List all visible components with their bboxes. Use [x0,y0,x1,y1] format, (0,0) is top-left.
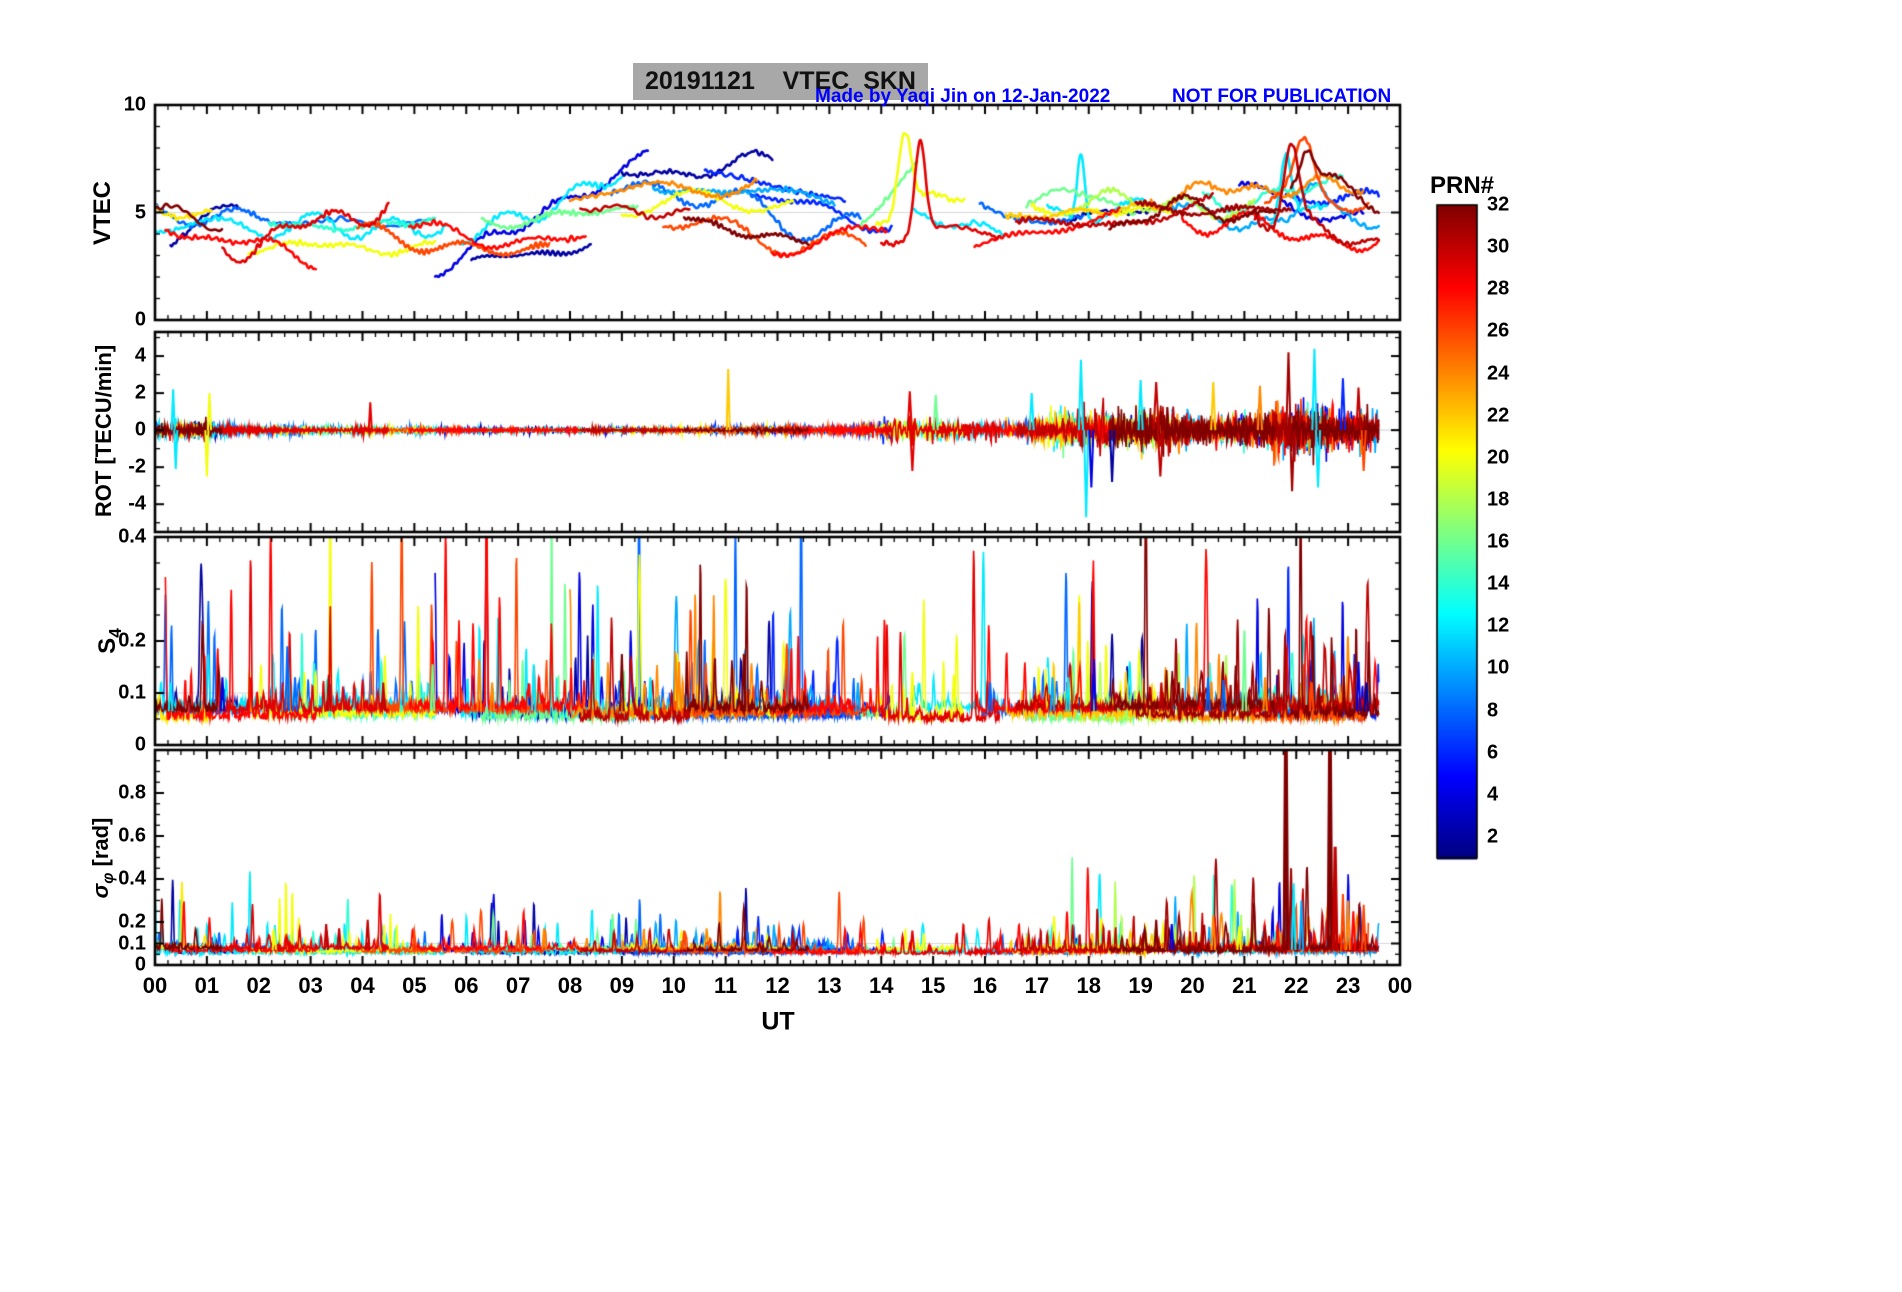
x-tick-label: 00 [1387,973,1413,998]
x-tick-label: 13 [817,973,842,998]
credit-text: Made by Yaqi Jin on 12-Jan-2022 [815,86,1111,107]
x-tick-label: 01 [194,973,220,998]
y-tick-label: -2 [128,455,146,478]
colorbar-title: PRN# [1429,172,1495,199]
x-tick-label: 11 [713,973,738,998]
y-tick-label: 0.8 [118,781,146,804]
y-tick-label: 5 [134,201,146,223]
x-tick-label: 08 [557,973,583,998]
ylabel-rot: ROT [TECU/min] [91,344,116,518]
x-tick-label: 15 [920,973,946,998]
colorbar-tick-label: 2 [1487,825,1499,848]
y-tick-label: 0.6 [118,824,146,847]
colorbar-tick-label: 8 [1487,699,1499,722]
y-tick-label: 0 [134,308,146,331]
x-tick-label: 00 [142,973,168,998]
y-tick-label: 2 [134,381,146,404]
y-tick-label: 0.1 [118,932,146,954]
x-tick-label: 14 [869,973,894,998]
colorbar-tick-label: 28 [1487,277,1510,300]
x-tick-label: 16 [972,973,998,998]
sigma-sub: φ [100,872,118,884]
colorbar-tick-label: 6 [1487,741,1499,764]
colorbar-tick-label: 10 [1487,656,1510,679]
s4-label-main: S [94,637,122,654]
y-tick-label: 10 [123,93,146,116]
y-tick-label: 0.4 [118,525,146,548]
x-tick-label: 23 [1335,973,1361,998]
colorbar-tick-label: 24 [1487,362,1510,385]
x-tick-label: 05 [402,973,427,998]
colorbar-tick-label: 14 [1487,572,1510,595]
colorbar-tick-label: 20 [1487,446,1510,469]
x-tick-label: 21 [1232,973,1257,998]
x-tick-label: 04 [350,973,375,998]
y-tick-label: 0.2 [118,629,146,652]
x-tick-label: 18 [1076,973,1101,998]
y-tick-label: 4 [134,344,146,367]
x-tick-label: 02 [246,973,271,998]
colorbar-tick-label: 12 [1487,614,1510,637]
warning-text: NOT FOR PUBLICATION [1172,86,1392,107]
colorbar-tick-label: 32 [1487,193,1510,216]
ylabel-sigma: σφ [rad] [88,818,118,899]
x-tick-label: 07 [505,973,531,998]
sigma-unit: [rad] [87,817,113,873]
colorbar-tick-label: 30 [1487,235,1510,258]
sigma-symbol: σ [87,883,113,899]
colorbar-tick-label: 18 [1487,488,1510,511]
xlabel: UT [761,1007,795,1036]
colorbar-tick-label: 22 [1487,404,1510,427]
x-tick-label: 20 [1180,973,1205,998]
y-tick-label: 0 [134,953,146,976]
y-tick-label: 0 [134,418,146,441]
y-tick-label: 0.4 [118,867,146,890]
x-tick-label: 03 [298,973,323,998]
y-tick-label: 0.2 [118,910,146,933]
x-tick-label: 19 [1128,973,1153,998]
figure-title: 20191121 VTEC SKN [633,63,928,100]
x-tick-label: 22 [1284,973,1309,998]
y-tick-label: 0.1 [118,681,146,704]
x-tick-label: 17 [1024,973,1050,998]
x-tick-label: 10 [661,973,686,998]
ylabel-vtec: VTEC [89,180,116,246]
y-tick-label: -4 [128,492,146,515]
colorbar-tick-label: 16 [1487,530,1510,553]
x-tick-label: 06 [454,973,479,998]
y-tick-label: 0 [134,733,146,756]
x-tick-label: 09 [609,973,635,998]
x-tick-label: 12 [765,973,790,998]
colorbar-tick-label: 26 [1487,319,1510,342]
colorbar-tick-label: 4 [1487,783,1499,806]
